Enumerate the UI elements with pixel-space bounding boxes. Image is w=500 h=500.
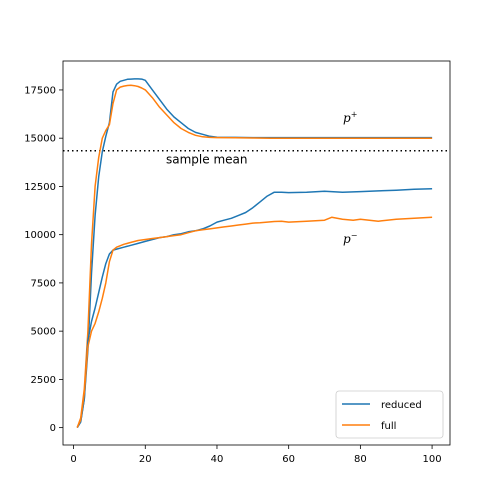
p-minus-sup: − bbox=[351, 231, 358, 240]
y-tick-label: 2500 bbox=[31, 375, 56, 386]
y-tick-label: 15000 bbox=[24, 134, 56, 145]
legend: reduced full bbox=[335, 390, 444, 439]
y-tick-label: 5000 bbox=[31, 327, 56, 338]
y-axis: 0 2500 5000 7500 10000 12500 15000 17500 bbox=[24, 85, 63, 434]
series-line-reduced-p-plus bbox=[76, 78, 433, 428]
p-plus-base: p bbox=[343, 111, 351, 125]
x-axis: 0 20 40 60 80 100 bbox=[70, 445, 442, 465]
y-tick-label: 17500 bbox=[24, 85, 56, 96]
y-tick-label: 12500 bbox=[24, 182, 56, 193]
y-tick-label: 10000 bbox=[24, 230, 56, 241]
p-minus-base: p bbox=[343, 232, 351, 246]
x-tick-label: 100 bbox=[423, 454, 442, 465]
p-minus-label: p− bbox=[343, 231, 357, 246]
x-tick-label: 20 bbox=[139, 454, 152, 465]
series-lines bbox=[76, 78, 433, 428]
legend-label-reduced: reduced bbox=[381, 400, 422, 411]
p-plus-sup: + bbox=[351, 110, 358, 119]
y-tick-label: 7500 bbox=[31, 278, 56, 289]
x-tick-label: 80 bbox=[354, 454, 367, 465]
y-tick-label: 0 bbox=[50, 423, 56, 434]
legend-box bbox=[335, 390, 444, 439]
sample-mean-label: sample mean bbox=[166, 153, 247, 167]
series-line-full-p-minus bbox=[76, 216, 433, 428]
series-line-full-p-plus bbox=[76, 84, 433, 428]
x-tick-label: 0 bbox=[70, 454, 76, 465]
plot-frame bbox=[62, 60, 451, 446]
x-tick-label: 60 bbox=[282, 454, 295, 465]
x-tick-label: 40 bbox=[211, 454, 224, 465]
legend-label-full: full bbox=[381, 421, 396, 432]
p-plus-label: p+ bbox=[343, 110, 357, 125]
